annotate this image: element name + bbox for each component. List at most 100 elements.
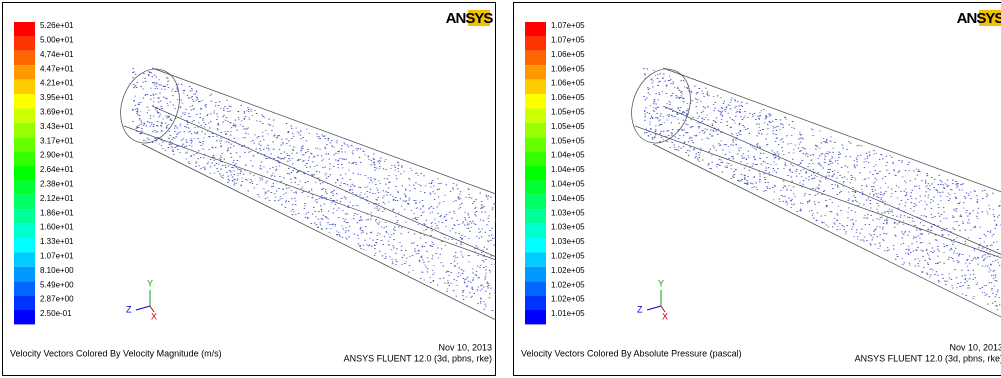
vector-dot <box>783 201 784 202</box>
vector-dot <box>237 173 238 174</box>
vector-dot <box>380 158 381 159</box>
vector-dot <box>658 82 659 83</box>
legend-swatch <box>14 80 35 94</box>
vector-dot <box>148 139 149 140</box>
vector-dot <box>647 69 648 70</box>
vector-dot <box>843 186 844 187</box>
vector-dot <box>954 221 955 222</box>
vector-dot <box>177 145 178 146</box>
vector-dot <box>375 253 376 254</box>
vector-dot <box>175 147 176 148</box>
vector-dot <box>336 142 337 143</box>
vector-dot <box>167 103 168 104</box>
vector-dot <box>885 183 886 184</box>
vector-dot <box>682 112 683 113</box>
vector-dot <box>188 97 189 98</box>
vector-dot <box>374 208 375 209</box>
vector-dot <box>987 266 988 267</box>
vector-dot <box>829 160 830 161</box>
vector-dot <box>809 170 810 171</box>
vector-dot <box>194 127 195 128</box>
vector-dot <box>747 176 748 177</box>
vector-dot <box>995 260 996 261</box>
vector-dot <box>261 162 262 163</box>
vector-dot <box>291 128 292 129</box>
vector-dot <box>861 189 862 190</box>
vector-dot <box>701 112 702 113</box>
vector-dot <box>474 252 475 253</box>
vector-dot <box>280 196 281 197</box>
legend-swatch <box>525 152 546 166</box>
vector-dot <box>955 198 956 199</box>
vector-dot <box>169 131 170 132</box>
vector-dot <box>439 189 440 190</box>
vector-dot <box>395 175 396 176</box>
vector-dot <box>891 157 892 158</box>
vector-dot <box>666 131 667 132</box>
vector-dot <box>869 193 870 194</box>
vector-dot <box>486 248 487 249</box>
vector-dot <box>734 174 735 175</box>
vector-dot <box>191 97 192 98</box>
vector-dot <box>879 227 880 228</box>
vector-dot <box>395 259 396 260</box>
vector-dot <box>151 122 152 123</box>
vector-dot <box>252 166 253 167</box>
vector-dot <box>358 148 359 149</box>
vector-dot <box>355 205 356 206</box>
vector-dot <box>389 182 390 183</box>
vector-dot <box>353 150 354 151</box>
vector-dot <box>180 100 181 101</box>
vector-dot <box>994 216 995 217</box>
vector-dot <box>401 233 402 234</box>
vector-dot <box>662 78 663 79</box>
vector-dot <box>815 175 816 176</box>
vector-dot <box>289 173 290 174</box>
vector-dot <box>326 144 327 145</box>
vector-dot <box>965 241 966 242</box>
vector-dot <box>312 197 313 198</box>
vector-dot <box>989 209 990 210</box>
vector-dot <box>826 176 827 177</box>
vector-dot <box>175 108 176 109</box>
vector-dot <box>300 159 301 160</box>
vector-dot <box>168 147 169 148</box>
vector-dot <box>457 285 458 286</box>
vector-dot <box>854 166 855 167</box>
vector-dot <box>382 255 383 256</box>
vector-dot <box>393 229 394 230</box>
vector-dot <box>973 270 974 271</box>
vector-dot <box>678 146 679 147</box>
vector-dot <box>993 271 994 272</box>
vector-dot <box>251 181 252 182</box>
legend-label: 1.04e+05 <box>551 151 585 160</box>
vector-dot <box>342 167 343 168</box>
legend-swatch <box>525 180 546 194</box>
vector-dot <box>782 151 783 152</box>
vector-dot <box>432 212 433 213</box>
vector-dot <box>890 196 891 197</box>
vector-dot <box>291 198 292 199</box>
vector-dot <box>968 220 969 221</box>
vector-dot <box>262 132 263 133</box>
vector-dot <box>424 192 425 193</box>
vector-dot <box>177 89 178 90</box>
vector-dot <box>289 155 290 156</box>
vector-dot <box>326 199 327 200</box>
vector-dot <box>793 149 794 150</box>
vector-dot <box>495 289 496 290</box>
vector-dot <box>959 253 960 254</box>
vector-dot <box>295 178 296 179</box>
vector-dot <box>826 205 827 206</box>
vector-dot <box>704 132 705 133</box>
vector-dot <box>886 223 887 224</box>
vector-dot <box>458 272 459 273</box>
vector-dot <box>662 91 663 92</box>
vector-dot <box>956 287 957 288</box>
vector-dot <box>815 195 816 196</box>
vector-dot <box>136 131 137 132</box>
vector-dot <box>469 292 470 293</box>
vector-dot <box>743 157 744 158</box>
vector-dot <box>716 118 717 119</box>
vector-dot <box>994 286 995 287</box>
